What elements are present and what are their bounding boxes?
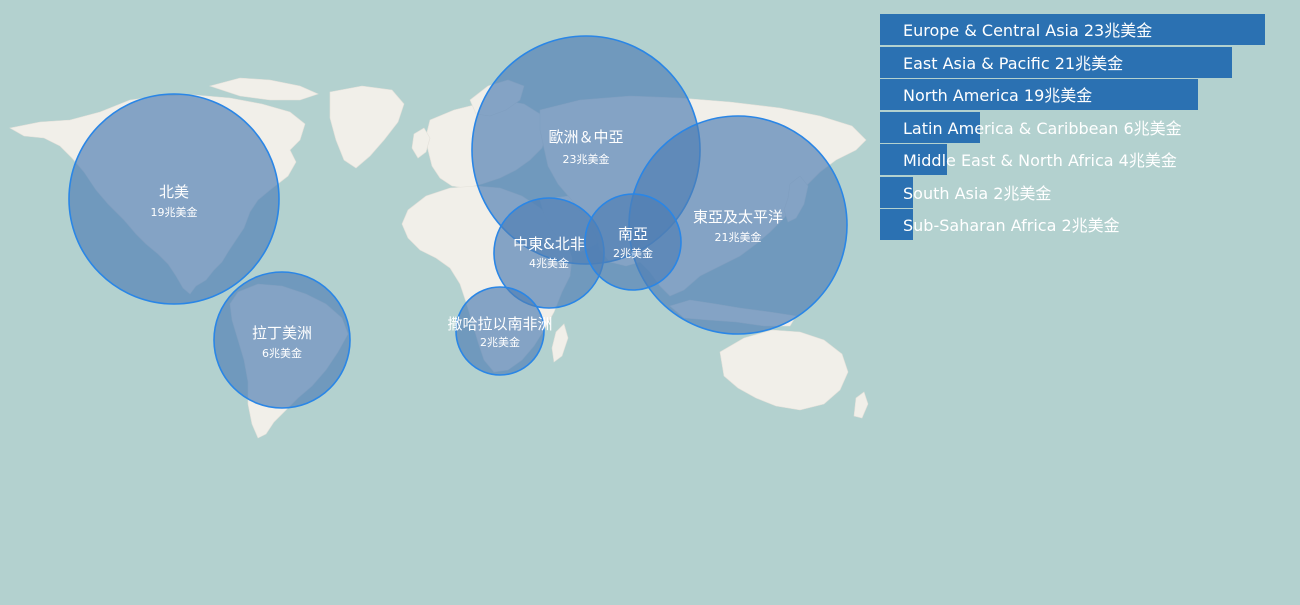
bubble-name-south-asia: 南亞: [618, 225, 648, 243]
bubble-name-north-america: 北美: [159, 183, 189, 201]
legend-label: Latin America & Caribbean 6兆美金: [903, 118, 1182, 138]
legend: Europe & Central Asia 23兆美金 East Asia & P…: [880, 14, 1280, 242]
bubble-middle-east-north-africa[interactable]: 中東&北非 4兆美金: [493, 197, 605, 309]
legend-label: Europe & Central Asia 23兆美金: [903, 21, 1153, 40]
bubble-circle-sub-saharan-africa[interactable]: [455, 286, 545, 376]
bubble-east-asia-pacific[interactable]: 東亞及太平洋 21兆美金: [628, 115, 848, 335]
legend-bar: [880, 79, 1198, 110]
bubble-latin-america[interactable]: 拉丁美洲 6兆美金: [213, 271, 351, 409]
legend-row[interactable]: South Asia 2兆美金: [880, 176, 1280, 208]
legend-label: South Asia 2兆美金: [903, 183, 1052, 203]
bubble-name-east-asia-pacific: 東亞及太平洋: [693, 208, 783, 226]
land-australia: [719, 329, 849, 411]
land-arctic-islands: [208, 77, 319, 101]
legend-row[interactable]: Europe & Central Asia 23兆美金: [880, 14, 1280, 45]
legend-bar: [880, 209, 913, 240]
legend-label: East Asia & Pacific 21兆美金: [903, 53, 1124, 73]
bubble-value-east-asia-pacific: 21兆美金: [715, 230, 762, 244]
bubble-value-north-america: 19兆美金: [151, 205, 198, 219]
bubble-circle-latin-america[interactable]: [213, 271, 351, 409]
bubble-north-america[interactable]: 北美 19兆美金: [68, 93, 280, 305]
legend-bar: [880, 46, 1232, 78]
bubble-value-middle-east-north-africa: 4兆美金: [529, 256, 569, 270]
legend-bar: [880, 176, 913, 208]
bubble-name-europe-central-asia: 歐洲＆中亞: [548, 128, 623, 146]
bubble-value-latin-america: 6兆美金: [262, 346, 302, 360]
land-british-isles: [411, 127, 431, 159]
legend-row[interactable]: Sub-Saharan Africa 2兆美金: [880, 209, 1280, 240]
legend-bar: [880, 111, 980, 143]
legend-label: Middle East & North Africa 4兆美金: [903, 151, 1177, 170]
bubble-value-europe-central-asia: 23兆美金: [563, 152, 610, 166]
legend-row[interactable]: East Asia & Pacific 21兆美金: [880, 46, 1280, 78]
legend-row[interactable]: Latin America & Caribbean 6兆美金: [880, 111, 1280, 143]
bubble-circle-north-america[interactable]: [68, 93, 280, 305]
bubble-name-sub-saharan-africa: 撒哈拉以南非洲: [447, 315, 552, 333]
legend-row[interactable]: Middle East & North Africa 4兆美金: [880, 144, 1280, 175]
bubble-circle-south-asia[interactable]: [584, 193, 682, 291]
bubble-south-asia[interactable]: 南亞 2兆美金: [584, 193, 682, 291]
legend-row[interactable]: North America 19兆美金: [880, 79, 1280, 110]
bubble-value-sub-saharan-africa: 2兆美金: [480, 335, 520, 349]
bubble-name-latin-america: 拉丁美洲: [252, 324, 312, 342]
legend-bar: [880, 144, 947, 175]
bubble-sub-saharan-africa[interactable]: 撒哈拉以南非洲 2兆美金: [447, 286, 553, 376]
land-greenland: [329, 85, 405, 169]
land-madagascar: [551, 323, 569, 363]
legend-bar: [880, 14, 1265, 45]
bubble-value-south-asia: 2兆美金: [613, 246, 653, 260]
land-new-zealand: [853, 391, 869, 419]
bubble-name-middle-east-north-africa: 中東&北非: [513, 235, 585, 253]
legend-label: Sub-Saharan Africa 2兆美金: [903, 216, 1120, 235]
legend-label: North America 19兆美金: [903, 86, 1093, 105]
